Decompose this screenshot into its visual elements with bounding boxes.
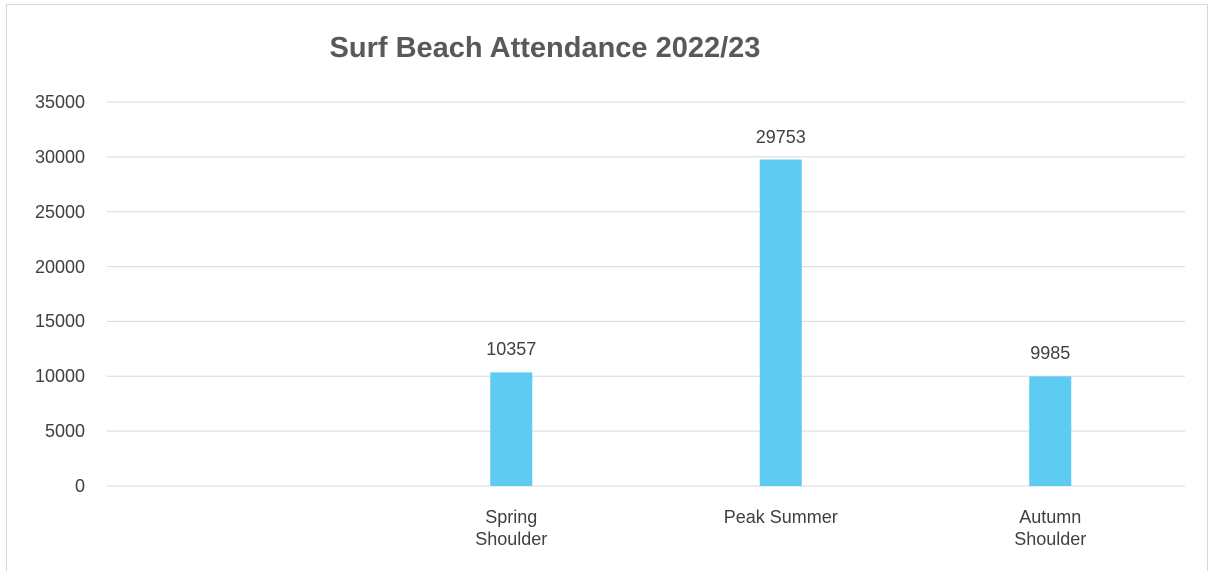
chart-title: Surf Beach Attendance 2022/23	[329, 32, 761, 64]
x-tick-label: Peak Summer	[723, 507, 838, 527]
y-tick-label: 20000	[34, 256, 85, 277]
bar	[1029, 376, 1072, 486]
y-tick-label: 5000	[44, 421, 85, 442]
y-tick-label: 0	[74, 476, 85, 496]
x-tick-label: Autumn Shoulder	[1014, 507, 1087, 549]
y-tick-label: 10000	[34, 366, 85, 387]
data-label: 10357	[486, 339, 537, 360]
data-label: 29753	[755, 126, 806, 147]
y-tick-label: 30000	[34, 146, 85, 167]
bar	[759, 159, 802, 487]
y-tick-label: 25000	[34, 201, 85, 222]
x-tick-label: Spring Shoulder	[475, 507, 548, 549]
bar	[490, 372, 533, 486]
data-label: 9985	[1030, 343, 1071, 364]
y-tick-label: 15000	[34, 311, 85, 332]
chart-frame	[6, 4, 1208, 571]
y-tick-label: 35000	[34, 92, 85, 112]
